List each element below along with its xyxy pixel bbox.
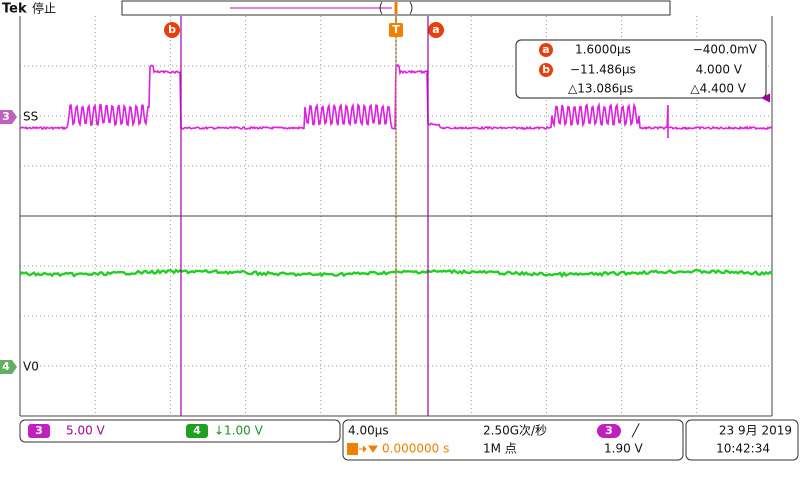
ch3-number: 3 xyxy=(2,110,10,123)
trigger-source: 3 xyxy=(605,424,613,437)
trigger-pos-icon xyxy=(347,443,358,455)
cursor-readout xyxy=(515,39,767,99)
clock-panel xyxy=(685,419,799,461)
trigger-position: 0.000000 s xyxy=(382,442,449,456)
time: 10:42:34 xyxy=(716,442,770,456)
timebase: 4.00µs xyxy=(348,424,389,438)
ch4-scale: ↓1.00 V xyxy=(214,424,264,438)
sample-rate: 2.50G次/秒 xyxy=(483,424,547,438)
ch3-badge xyxy=(0,110,17,124)
readout-marker xyxy=(539,63,553,77)
record-length: 1M 点 xyxy=(483,442,517,456)
readout-delta-time: △13.086µs xyxy=(568,82,633,96)
ch4-scale-number: 4 xyxy=(193,424,201,437)
readout-delta-volt: △4.400 V xyxy=(690,82,746,96)
vertical-panel xyxy=(19,419,341,443)
status: 停止 xyxy=(32,1,56,16)
ch3-scale: 5.00 V xyxy=(66,424,106,438)
ch3-scale-number: 3 xyxy=(35,424,43,437)
ch4-badge xyxy=(0,360,17,374)
ch4-scale-badge xyxy=(186,424,208,438)
ch3-waveform xyxy=(19,63,773,138)
cursor-a-label: a xyxy=(432,23,439,36)
ch3-level-arrow xyxy=(760,93,771,103)
readout-marker-label: b xyxy=(542,63,550,76)
readout-volt: 4.000 V xyxy=(696,63,743,77)
readout-volt: −400.0mV xyxy=(693,43,758,57)
trigger-pos-arrow xyxy=(359,445,378,453)
readout-marker-label: a xyxy=(542,43,549,56)
date: 23 9月 2019 xyxy=(719,424,792,438)
ch3-scale-badge xyxy=(28,424,50,438)
cursor-b-marker xyxy=(164,22,180,38)
ch4-number: 4 xyxy=(2,360,10,373)
trigger-label: T xyxy=(392,23,400,36)
record-bracket xyxy=(379,1,413,15)
trigger-level: 1.90 V xyxy=(604,442,644,456)
readout-time: 1.6000µs xyxy=(575,43,631,57)
brand: Tek xyxy=(2,2,27,17)
trigger-slope: ╱ xyxy=(631,423,640,438)
readout-time: −11.486µs xyxy=(570,63,636,77)
ch4-label: V0 xyxy=(23,360,39,374)
ch3-label: SS xyxy=(23,110,38,124)
readout-marker xyxy=(539,43,553,57)
trigger-marker xyxy=(389,23,403,37)
trigger-source-badge xyxy=(597,424,621,438)
cursor-b-label: b xyxy=(168,23,176,36)
cursor-a-marker xyxy=(428,22,444,38)
